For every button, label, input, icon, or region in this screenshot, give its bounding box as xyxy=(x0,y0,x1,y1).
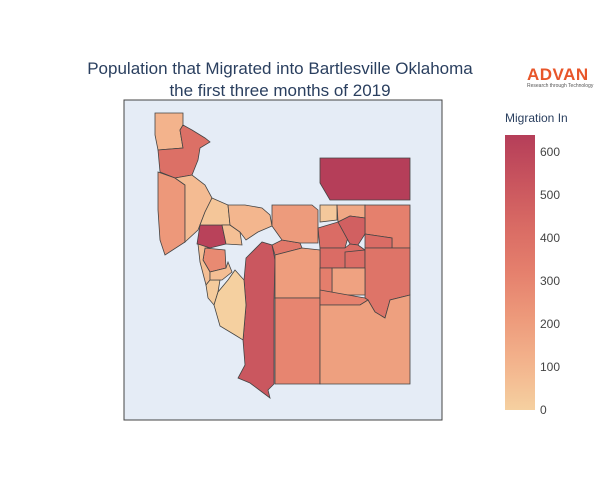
map-region-r30[interactable] xyxy=(274,297,321,385)
colorbar-tick-label: 600 xyxy=(540,145,560,159)
map-region-r01[interactable] xyxy=(154,112,184,151)
map-regions xyxy=(154,112,411,399)
colorbar-tick-label: 400 xyxy=(540,231,560,245)
chart-title-line-2: the first three months of 2019 xyxy=(169,81,391,100)
colorbar-tick-label: 200 xyxy=(540,317,560,331)
map-region-r08[interactable] xyxy=(227,204,273,241)
map-region-r03[interactable] xyxy=(157,171,186,256)
map-region-r26[interactable] xyxy=(344,249,366,269)
colorbar-tick-label: 300 xyxy=(540,274,560,288)
logo-wordmark: ADVAN xyxy=(527,65,589,84)
map-region-r05[interactable] xyxy=(196,224,227,249)
chart-title-line-1: Population that Migrated into Bartlesvil… xyxy=(87,59,473,78)
colorbar-gradient xyxy=(505,135,535,410)
colorbar: Migration In 0 100 200 300 400 500 600 xyxy=(505,111,568,417)
logo-tagline: Research through Technology xyxy=(527,83,594,89)
colorbar-tick-label: 100 xyxy=(540,360,560,374)
map-region-r17[interactable] xyxy=(271,204,319,244)
map-region-r25[interactable] xyxy=(274,247,321,299)
map-region-r18[interactable] xyxy=(319,204,338,223)
colorbar-tick-label: 500 xyxy=(540,188,560,202)
map-region-r28[interactable] xyxy=(331,267,366,296)
advan-logo: ADVAN Research through Technology xyxy=(527,66,597,89)
map-region-r12[interactable] xyxy=(209,260,233,281)
map-region-r14[interactable] xyxy=(271,239,303,256)
map-region-r16[interactable] xyxy=(319,157,411,201)
chart-title: Population that Migrated into Bartlesvil… xyxy=(50,58,510,102)
colorbar-title: Migration In xyxy=(505,111,568,125)
map-region-r32[interactable] xyxy=(319,294,411,385)
map-region-r15[interactable] xyxy=(213,269,247,341)
colorbar-tick-label: 0 xyxy=(540,403,547,417)
